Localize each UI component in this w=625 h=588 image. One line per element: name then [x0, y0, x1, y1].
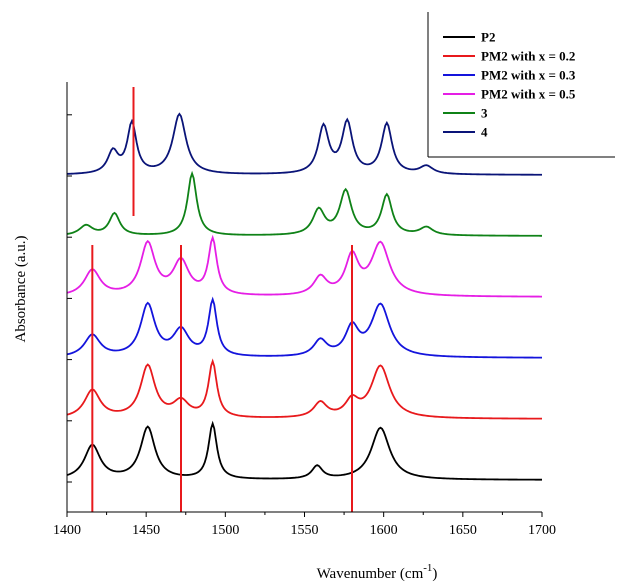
x-tick-label: 1500 — [211, 523, 239, 538]
legend-label-5: 4 — [481, 125, 488, 140]
x-tick-label: 1450 — [132, 523, 160, 538]
series-line-0 — [66, 420, 542, 481]
legend-label-0: P2 — [481, 30, 495, 45]
axes — [66, 82, 543, 517]
series-line-5 — [66, 112, 542, 176]
series-line-4 — [66, 170, 542, 237]
series-line-1 — [66, 358, 543, 420]
x-tick-label: 1550 — [291, 523, 319, 538]
y-axis-label: Absorbance (a.u.) — [13, 235, 29, 342]
legend-label-1: PM2 with x = 0.2 — [481, 49, 575, 64]
x-axis-label-main: Wavenumber (cm — [317, 566, 424, 582]
series-line-3 — [66, 234, 542, 298]
x-axis-label: Wavenumber (cm-1) — [317, 562, 438, 582]
x-tick-label: 1600 — [370, 523, 398, 538]
marker-lines — [91, 87, 353, 512]
legend: P2 PM2 with x = 0.2 PM2 with x = 0.3 PM2 wi… — [427, 12, 615, 158]
x-tick-labels: 1400 1450 1500 1550 1600 1650 1700 — [53, 523, 556, 538]
x-axis-label-close: ) — [432, 566, 437, 582]
series-line-2 — [66, 296, 543, 359]
legend-label-2: PM2 with x = 0.3 — [481, 68, 576, 83]
x-tick-label: 1400 — [53, 523, 81, 538]
x-tick-label: 1650 — [449, 523, 477, 538]
x-axis-label-sup: -1 — [423, 562, 432, 574]
x-tick-label: 1700 — [528, 523, 556, 538]
legend-label-3: PM2 with x = 0.5 — [481, 87, 576, 102]
legend-label-4: 3 — [481, 106, 488, 121]
plot-series — [66, 112, 543, 481]
